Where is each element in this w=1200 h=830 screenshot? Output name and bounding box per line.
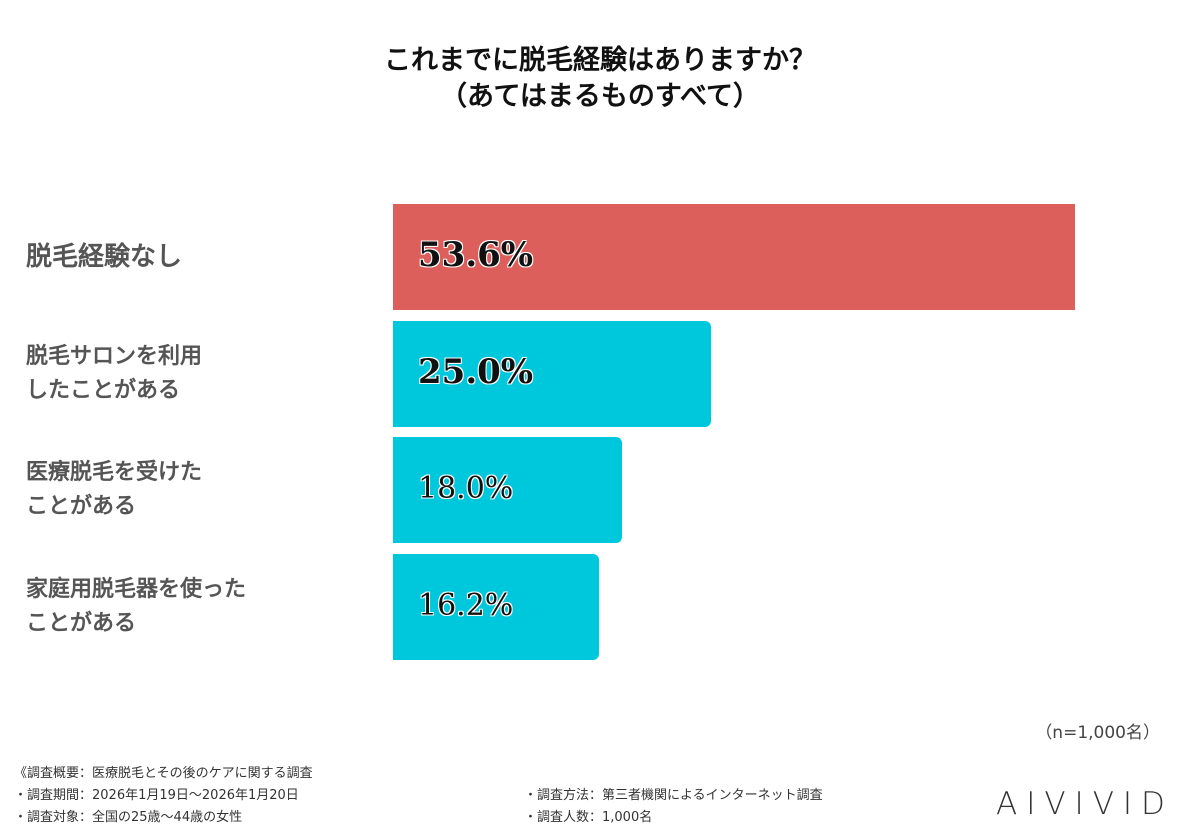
bar-1 [393, 320, 712, 427]
survey-target: ・調査対象：全国の25歳～44歳の女性 [14, 810, 243, 825]
bar-2 [393, 437, 623, 543]
bar-0 [393, 204, 1075, 310]
sample-size-note: （n=1,000名） [1035, 723, 1160, 743]
aivivid-logo: AIVIVID [996, 786, 1174, 822]
category-label-line: 家庭用脱毛器を使った [26, 576, 247, 602]
category-label: 医療脱毛を受けた ことがある [26, 456, 202, 524]
value-label: 53.6% [418, 235, 534, 275]
survey-method: ・調査方法：第三者機関によるインターネット調査 [524, 788, 823, 803]
category-label-line: ことがある [26, 494, 137, 519]
survey-overview: 《調査概要：医療脱毛とその後のケアに関する調査 [14, 766, 313, 781]
chart-subtitle: （あてはまるものすべて） [440, 81, 760, 112]
chart-title: これまでに脱毛経験はありますか？ [384, 45, 816, 76]
category-label-line: したことがある [26, 377, 181, 403]
survey-count: ・調査人数：1,000名 [524, 810, 653, 825]
bar-3 [393, 553, 600, 660]
category-label-line: 医療脱毛を受けた [26, 460, 203, 485]
category-label: 脱毛サロンを利用 したことがある [26, 340, 202, 408]
category-label: 脱毛経験なし [26, 240, 182, 274]
category-label-line: ことがある [26, 610, 137, 636]
value-label: 18.0% [418, 471, 514, 506]
category-label: 家庭用脱毛器を使った ことがある [26, 573, 246, 641]
category-label-line: 脱毛サロンを利用 [26, 343, 203, 369]
value-label: 25.0% [418, 351, 534, 392]
category-label-line: 脱毛経験なし [26, 242, 183, 272]
value-label: 16.2% [418, 587, 514, 623]
survey-period: ・調査期間：2026年1月19日～2026年1月20日 [14, 788, 299, 803]
